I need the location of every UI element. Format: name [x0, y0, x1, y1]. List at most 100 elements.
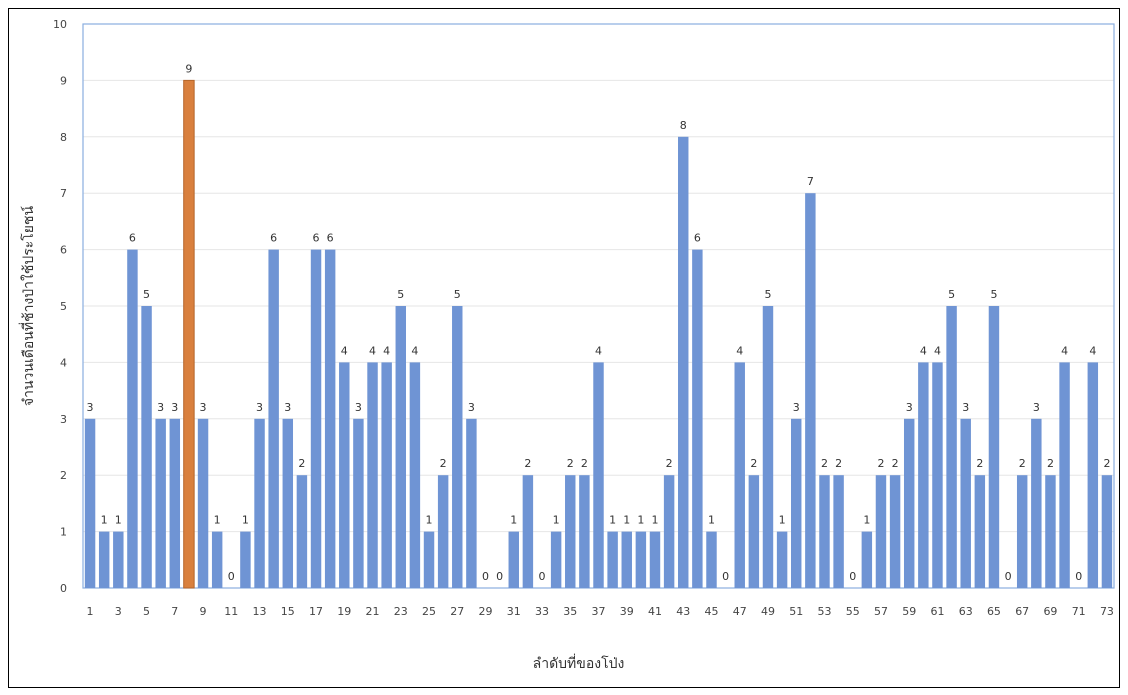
- bar: [339, 362, 350, 588]
- data-label: 2: [877, 457, 884, 470]
- data-label: 0: [539, 570, 546, 583]
- x-tick-label: 61: [930, 605, 944, 618]
- bar: [748, 475, 760, 588]
- data-label: 2: [750, 457, 757, 470]
- data-label: 4: [341, 344, 348, 357]
- bar: [466, 418, 477, 588]
- bar: [776, 531, 788, 588]
- bar: [508, 531, 519, 588]
- bar: [635, 531, 647, 588]
- x-tick-label: 47: [733, 605, 747, 618]
- data-label: 1: [651, 514, 658, 527]
- data-label: 2: [1047, 457, 1054, 470]
- bar: [282, 418, 294, 588]
- y-tick-label: 8: [60, 131, 67, 144]
- x-tick-label: 9: [200, 605, 207, 618]
- data-label: 1: [426, 514, 433, 527]
- data-label: 2: [581, 457, 588, 470]
- bar: [889, 475, 901, 588]
- data-label: 0: [1075, 570, 1082, 583]
- bar: [423, 531, 435, 588]
- x-tick-label: 73: [1100, 605, 1114, 618]
- bar: [452, 306, 463, 588]
- x-axis-title: ลำดับที่ของโป่ง: [533, 654, 625, 672]
- x-tick-label: 7: [171, 605, 178, 618]
- x-tick-label: 45: [704, 605, 718, 618]
- bar: [437, 475, 449, 588]
- y-tick-label: 0: [60, 582, 67, 595]
- data-label: 1: [708, 514, 715, 527]
- data-label: 1: [115, 514, 122, 527]
- data-label: 1: [242, 514, 249, 527]
- bar: [1031, 418, 1042, 588]
- x-tick-label: 55: [846, 605, 860, 618]
- data-label: 5: [143, 288, 150, 301]
- bar: [1087, 362, 1099, 588]
- x-tick-label: 65: [987, 605, 1001, 618]
- x-tick-label: 27: [450, 605, 464, 618]
- bar: [268, 249, 279, 588]
- data-label: 3: [284, 401, 291, 414]
- data-label: 4: [369, 344, 376, 357]
- bar: [875, 475, 887, 588]
- data-label: 2: [821, 457, 828, 470]
- data-label: 3: [1033, 401, 1040, 414]
- x-tick-label: 39: [620, 605, 634, 618]
- x-tick-label: 35: [563, 605, 577, 618]
- data-label: 4: [736, 344, 743, 357]
- data-label: 1: [863, 514, 870, 527]
- data-label: 5: [948, 288, 955, 301]
- y-tick-label: 5: [60, 300, 67, 313]
- data-label: 0: [1005, 570, 1012, 583]
- data-label: 1: [510, 514, 517, 527]
- y-axis-title: จำนวนเดือนที่ช้างป่าใช้ประโยชน์: [19, 205, 37, 406]
- x-tick-label: 49: [761, 605, 775, 618]
- data-label: 2: [976, 457, 983, 470]
- bar: [706, 531, 717, 588]
- bar: [932, 362, 943, 588]
- data-label: 4: [1061, 344, 1068, 357]
- bar: [819, 475, 830, 588]
- data-label: 6: [129, 232, 136, 245]
- bar-highlighted: [183, 79, 195, 589]
- bar: [550, 531, 562, 588]
- y-tick-label: 7: [60, 187, 67, 200]
- x-tick-label: 5: [143, 605, 150, 618]
- bar: [211, 531, 223, 588]
- bar: [169, 418, 181, 588]
- x-tick-label: 23: [394, 605, 408, 618]
- bar: [127, 249, 138, 588]
- x-tick-label: 57: [874, 605, 888, 618]
- x-tick-label: 15: [281, 605, 295, 618]
- bar: [918, 362, 929, 588]
- bar: [791, 418, 802, 588]
- data-label: 5: [454, 288, 461, 301]
- data-label: 3: [256, 401, 263, 414]
- data-label: 4: [920, 344, 927, 357]
- x-tick-label: 33: [535, 605, 549, 618]
- data-label: 6: [270, 232, 277, 245]
- data-label: 4: [411, 344, 418, 357]
- data-label: 5: [990, 288, 997, 301]
- data-label: 3: [171, 401, 178, 414]
- bar: [903, 418, 915, 588]
- data-label: 2: [666, 457, 673, 470]
- y-tick-label: 2: [60, 469, 67, 482]
- x-tick-label: 59: [902, 605, 916, 618]
- x-tick-label: 43: [676, 605, 690, 618]
- x-tick-label: 51: [789, 605, 803, 618]
- data-label: 1: [214, 514, 221, 527]
- x-tick-label: 13: [253, 605, 267, 618]
- bar: [98, 531, 110, 588]
- x-tick-label: 21: [366, 605, 380, 618]
- data-label: 3: [793, 401, 800, 414]
- bar: [367, 362, 378, 588]
- bar: [734, 362, 745, 588]
- bar: [805, 193, 816, 588]
- bar: [240, 531, 251, 588]
- bar: [1101, 475, 1113, 588]
- bar: [296, 475, 308, 588]
- y-tick-label: 1: [60, 526, 67, 539]
- data-label: 3: [962, 401, 969, 414]
- bar: [324, 249, 336, 588]
